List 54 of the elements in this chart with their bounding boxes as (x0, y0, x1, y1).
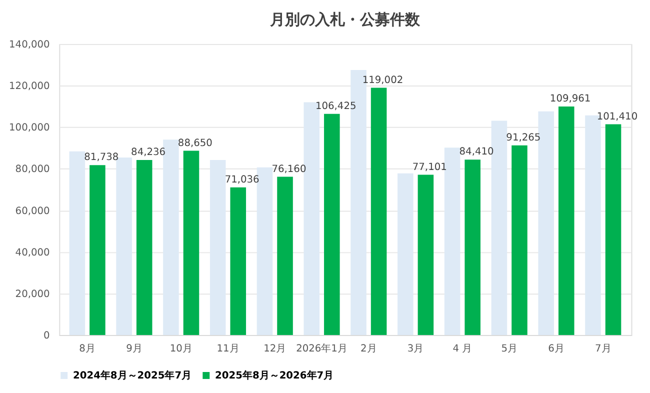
bar (398, 173, 414, 336)
x-tick-label: 4 月 (452, 343, 472, 354)
legend-label: 2024年8月～2025年7月 (72, 369, 192, 382)
x-tick-label: 8月 (79, 343, 96, 354)
bar (418, 174, 434, 336)
data-label: 76,160 (272, 164, 306, 175)
bar (605, 124, 622, 336)
bar (69, 151, 86, 336)
data-label: 106,425 (315, 100, 356, 112)
x-tick-label: 10月 (170, 343, 192, 354)
x-tick-label: 2月 (360, 343, 377, 354)
x-tick-label: 3月 (407, 343, 424, 354)
bar (558, 106, 574, 336)
bar (90, 165, 106, 336)
bar (370, 88, 387, 336)
data-label: 119,002 (362, 74, 404, 86)
data-label: 101,410 (596, 111, 638, 122)
y-tick-label: 0 (44, 330, 50, 342)
x-tick-label: 5月 (501, 343, 518, 354)
y-tick-label: 60,000 (15, 206, 50, 217)
y-tick-label: 100,000 (9, 122, 50, 134)
y-tick-label: 40,000 (15, 247, 50, 258)
x-tick-label: 9月 (126, 343, 142, 354)
data-label: 71,036 (224, 174, 260, 186)
data-label: 109,961 (550, 94, 591, 105)
data-label: 88,650 (178, 138, 212, 149)
bar (230, 187, 246, 336)
x-tick-label: 11月 (216, 343, 240, 354)
bar (538, 111, 554, 336)
y-tick-label: 140,000 (9, 40, 50, 51)
chart-title: 月別の入札・公募件数 (269, 11, 422, 28)
x-tick-label: 7月 (594, 343, 612, 354)
bar (136, 160, 152, 336)
bar (277, 176, 293, 336)
y-tick-label: 80,000 (15, 164, 50, 176)
bar (116, 158, 132, 336)
bar (324, 114, 340, 336)
bar (512, 145, 528, 336)
bar (464, 160, 480, 336)
y-tick-label: 120,000 (9, 81, 50, 92)
bar (210, 160, 226, 336)
data-label: 77,101 (412, 162, 447, 173)
x-tick-label: 6月 (548, 343, 564, 354)
data-label: 84,236 (131, 147, 166, 158)
bar (183, 150, 200, 336)
bar (163, 140, 179, 336)
data-label: 84,410 (459, 146, 494, 158)
x-tick-label: 2026年1月 (296, 342, 348, 354)
x-tick-label: 12月 (264, 343, 286, 354)
data-label: 81,738 (84, 152, 119, 164)
data-label: 91,265 (506, 132, 541, 144)
bar (444, 148, 460, 336)
legend-label: 2025年8月～2026年7月 (215, 369, 334, 382)
y-tick-label: 20,000 (15, 288, 50, 300)
